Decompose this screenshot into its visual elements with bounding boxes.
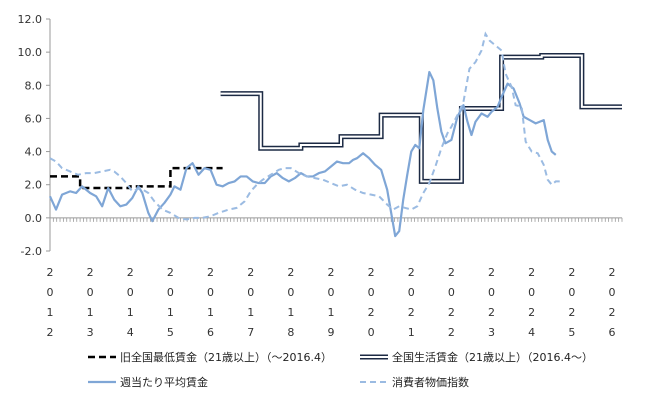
y-tick-label: -2.0 bbox=[21, 245, 42, 258]
y-tick-label: 10.0 bbox=[18, 46, 43, 59]
series-line-weekly-earnings bbox=[48, 70, 557, 238]
plot-area bbox=[48, 31, 622, 238]
legend-label: 全国生活賃金（21歳以上）（2016.4～） bbox=[392, 350, 593, 364]
y-tick-label: 0.0 bbox=[25, 212, 43, 225]
series-line-living-wage-inner bbox=[220, 54, 622, 183]
legend-item: 全国生活賃金（21歳以上）（2016.4～） bbox=[360, 350, 593, 364]
y-tick-label: 6.0 bbox=[25, 112, 43, 125]
legend: 旧全国最低賃金（21歳以上）（～2016.4） 全国生活賃金（21歳以上）（201… bbox=[88, 350, 593, 389]
y-tick-label: 12.0 bbox=[18, 13, 43, 26]
legend-item: 旧全国最低賃金（21歳以上）（～2016.4） bbox=[88, 350, 332, 364]
y-tick-label: 2.0 bbox=[25, 179, 43, 192]
legend-label: 週当たり平均賃金 bbox=[120, 375, 208, 389]
series-line-cpi bbox=[49, 31, 560, 221]
legend-item: 消費者物価指数 bbox=[360, 375, 469, 389]
legend-label: 消費者物価指数 bbox=[392, 375, 469, 389]
y-tick-label: 4.0 bbox=[25, 146, 43, 159]
legend-item: 週当たり平均賃金 bbox=[88, 375, 208, 389]
legend-label: 旧全国最低賃金（21歳以上）（～2016.4） bbox=[120, 350, 332, 364]
chart-axes: -2.0 0.0 2.0 4.0 6.0 8.0 10.0 12.0 2 0 1 2 2 0 1 3 2 0 1 4 2… bbox=[18, 13, 623, 339]
y-tick-label: 8.0 bbox=[25, 79, 43, 92]
